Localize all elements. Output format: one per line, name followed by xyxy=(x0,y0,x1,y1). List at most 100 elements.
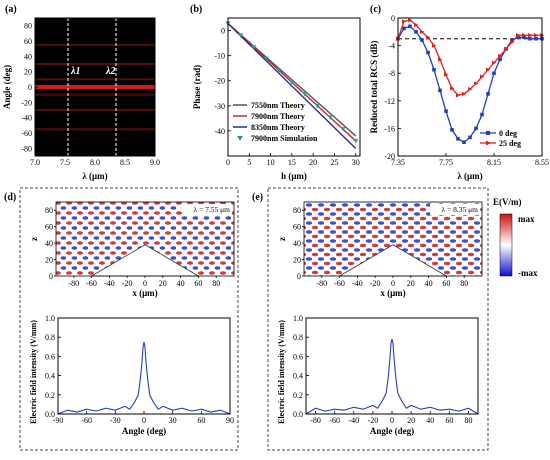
heatmap-band xyxy=(35,63,155,65)
panel-b-ytick-label: -40 xyxy=(214,127,225,136)
intensity-ylabel: Electric field intensity (V/mm) xyxy=(29,320,38,424)
field-ytick-label: 20 xyxy=(293,256,301,265)
field-annotation: λ = 8.35 μm xyxy=(442,205,479,214)
x-ticks: -80 -60 -40 -20 0 20 40 60 80 xyxy=(310,411,472,425)
panel-a-xtick-label: 7.0 xyxy=(30,158,40,167)
panel-b-ylabel: Phase (rad) xyxy=(192,65,202,109)
panel-a-xtick-label: 8.5 xyxy=(120,158,130,167)
field-ytick-label: 0 xyxy=(49,272,53,281)
field-ytick-label: 80 xyxy=(45,206,53,215)
intensity-xtick-label: 60 xyxy=(445,416,453,425)
intensity-xtick-label: 30 xyxy=(169,416,177,425)
series-point xyxy=(450,127,454,132)
series-point xyxy=(480,74,485,79)
heatmap-band xyxy=(35,93,155,96)
simulation-point xyxy=(263,56,269,62)
field-xtick-label: 20 xyxy=(407,279,415,288)
intensity-ytick-label: 0.4 xyxy=(293,372,303,381)
intensity-xtick-label: -30 xyxy=(110,416,121,425)
legend-label: 8350nm Theory xyxy=(251,123,305,132)
field-ylabel: z xyxy=(277,237,287,241)
panel-b-phase-chart: 0 5 10 15 20 25 30 0 -10 -20 -30 -40 7550nm Theory… xyxy=(192,17,361,181)
series-point xyxy=(444,109,448,113)
panel-c-xtick-label: 8.55 xyxy=(535,158,549,167)
y-ticks: 0.0 0.2 0.4 0.6 0.8 1.0 xyxy=(45,314,61,419)
panel-b-xtick-label: 30 xyxy=(352,158,360,167)
field-xtick-label: 40 xyxy=(425,279,433,288)
panel-a-ytick-label: 0 xyxy=(28,83,32,92)
field-annotation: λ = 7.55 μm xyxy=(194,205,231,214)
colorbar-gradient xyxy=(499,213,513,277)
field-ytick-label: 60 xyxy=(45,223,53,232)
field-xtick-label: 20 xyxy=(159,279,167,288)
panel-d-intensity-chart: -90 -60 -30 0 30 60 90 0.0 0.2 0.4 0.6 0.8 1.0 Angle … xyxy=(29,314,234,436)
series-point xyxy=(438,57,443,62)
legend-label: 25 deg xyxy=(499,139,521,148)
simulation-point xyxy=(314,103,320,109)
intensity-ytick-label: 0.2 xyxy=(293,391,303,400)
series-point xyxy=(516,35,520,40)
panel-c-ytick-label: -20 xyxy=(384,152,395,161)
intensity-ytick-label: 0.0 xyxy=(293,410,303,419)
panel-a-ylabel: Angle (deg) xyxy=(2,65,12,109)
field-xtick-label: 0 xyxy=(143,279,147,288)
field-ytick-label: 20 xyxy=(45,256,53,265)
heatmap-band xyxy=(35,78,155,81)
panel-label-d: (d) xyxy=(4,192,16,203)
intensity-line xyxy=(57,341,231,415)
panel-label-b: (b) xyxy=(190,4,202,15)
series-point xyxy=(522,33,527,38)
field-xlabel: x (μm) xyxy=(380,288,405,298)
colorbar: E(V/m) max -max xyxy=(493,197,538,278)
simulation-point xyxy=(327,115,333,120)
field-ylabel: z xyxy=(29,237,39,241)
simulation-point xyxy=(251,45,257,50)
heatmap-band xyxy=(35,109,155,111)
intensity-xtick-label: 0 xyxy=(142,416,146,425)
field-xtick-label: 80 xyxy=(212,279,220,288)
panel-b-xtick-label: 0 xyxy=(226,158,230,167)
series-point xyxy=(504,46,509,52)
panel-c-ylabel: Reduced total RCS (dB) xyxy=(369,41,379,134)
simulation-point xyxy=(276,68,282,73)
intensity-xtick-label: -90 xyxy=(53,416,64,425)
panel-c-xtick-label: 7.35 xyxy=(391,158,405,167)
field-xtick-label: -80 xyxy=(68,279,79,288)
panel-c-ytick-label: -4 xyxy=(388,42,395,51)
intensity-xtick-label: 60 xyxy=(197,416,205,425)
intensity-xtick-label: -60 xyxy=(81,416,92,425)
wavelength-marker-label: λ2 xyxy=(105,66,115,77)
panel-b-xtick-label: 15 xyxy=(288,158,296,167)
y-ticks: 0.0 0.2 0.4 0.6 0.8 1.0 xyxy=(293,314,309,419)
colorbar-title: E(V/m) xyxy=(493,197,522,207)
panel-label-c: (c) xyxy=(370,4,381,15)
series-point xyxy=(462,140,466,144)
panel-c-ytick-label: -16 xyxy=(384,124,395,133)
intensity-xtick-label: 40 xyxy=(426,416,434,425)
field-xtick-label: 0 xyxy=(391,279,395,288)
panel-e-field-map: λ = 8.35 μm -80 -60 -40 -20 0 20 40 60 80 80 60 40 20… xyxy=(277,201,483,298)
series-point xyxy=(414,22,419,28)
series-point xyxy=(420,29,425,34)
series-point xyxy=(432,43,437,48)
legend-label: 0 deg xyxy=(499,129,517,138)
intensity-ytick-label: 0.2 xyxy=(45,391,55,400)
plot-frame xyxy=(305,317,479,415)
intensity-xtick-label: -60 xyxy=(329,416,340,425)
field-ytick-label: 80 xyxy=(293,206,301,215)
panel-a-xlabel: λ (μm) xyxy=(82,171,107,181)
intensity-ytick-label: 0.6 xyxy=(45,352,55,361)
series-point xyxy=(498,53,503,59)
panel-b-xtick-label: 20 xyxy=(309,158,317,167)
panel-b-ytick-label: 0 xyxy=(221,27,225,36)
panel-a-xtick-label: 8.0 xyxy=(90,158,100,167)
series-point xyxy=(420,38,424,42)
series-point xyxy=(438,88,442,93)
series-point xyxy=(408,24,412,29)
panel-a-ytick-label: 20 xyxy=(24,68,32,77)
panel-b-ytick-label: -30 xyxy=(214,102,225,111)
legend-label: 7550nm Theory xyxy=(251,101,305,110)
panel-e-intensity-chart: -80 -60 -40 -20 0 20 40 60 80 0.0 0.2 0.4 0.6 0.8 1.0 A… xyxy=(277,314,479,436)
intensity-ytick-label: 0.6 xyxy=(293,352,303,361)
plot-frame xyxy=(57,317,231,415)
